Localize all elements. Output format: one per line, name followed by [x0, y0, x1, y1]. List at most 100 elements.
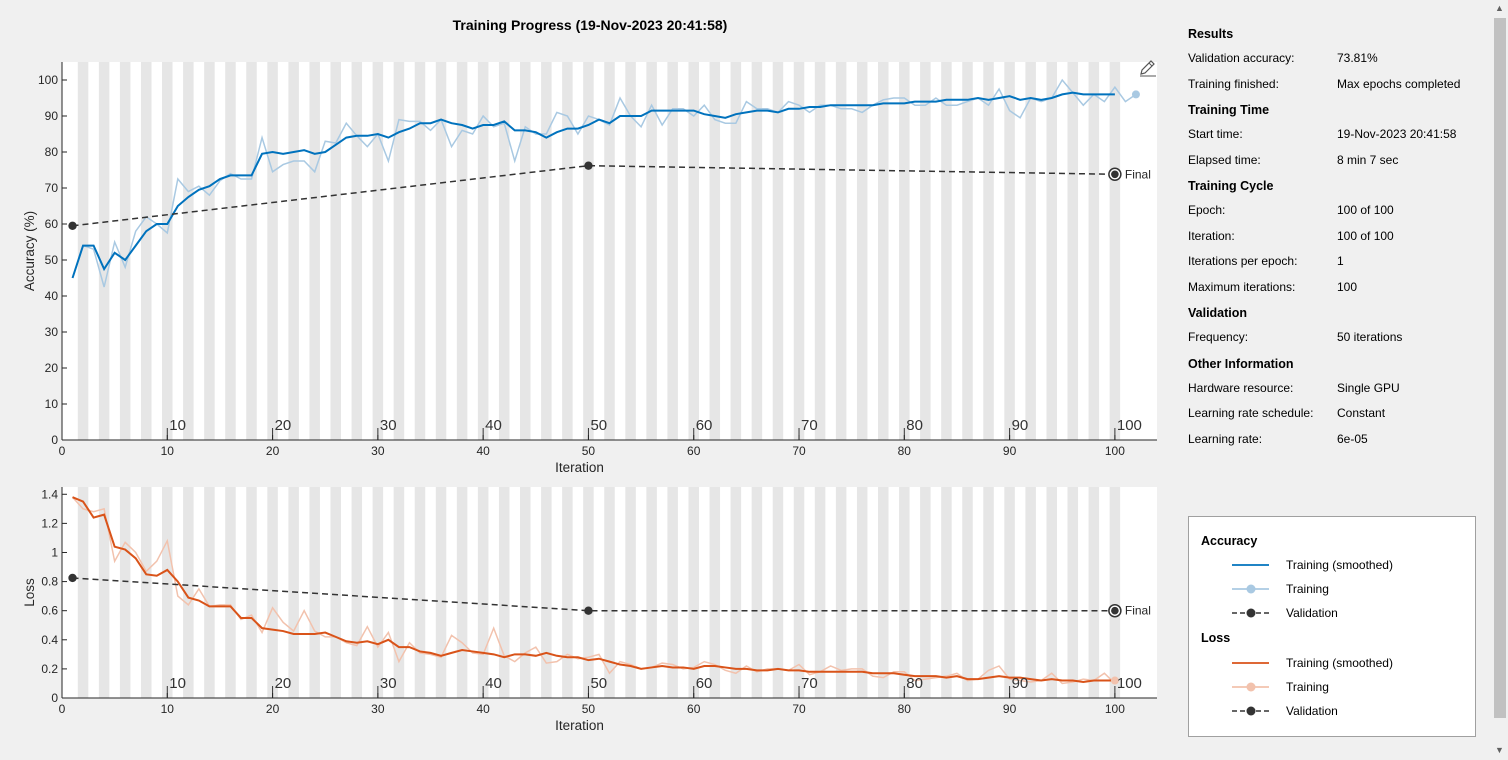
accuracy-epoch-band	[562, 62, 573, 440]
accuracy-x-tick-label: 30	[371, 444, 385, 458]
accuracy-final-label: Final	[1125, 167, 1151, 181]
info-row-value: 73.81%	[1337, 51, 1378, 65]
info-section-heading: Validation	[1188, 306, 1248, 320]
accuracy-epoch-band	[162, 62, 173, 440]
info-row-label: Iteration:	[1188, 228, 1235, 243]
loss-x-tick-label: 50	[582, 702, 596, 716]
loss-epoch-band	[498, 487, 510, 698]
accuracy-epoch-label: 90	[1012, 417, 1029, 434]
accuracy-epoch-band	[835, 62, 847, 440]
loss-epoch-band	[941, 487, 952, 698]
loss-x-tick-label: 60	[687, 702, 701, 716]
accuracy-epoch-band	[751, 62, 763, 440]
edit-pencil-icon[interactable]	[1138, 58, 1158, 78]
loss-y-tick-label: 0.8	[41, 575, 58, 589]
accuracy-x-tick-label: 100	[1105, 444, 1125, 458]
accuracy-epoch-band	[941, 62, 952, 440]
accuracy-epoch-band	[583, 62, 594, 440]
loss-epoch-band	[920, 487, 931, 698]
info-row-value: 19-Nov-2023 20:41:58	[1337, 127, 1457, 141]
accuracy-validation-final-point	[1111, 170, 1119, 179]
info-row: Hardware resource: Single GPU	[1188, 381, 1488, 407]
loss-epoch-band	[856, 487, 868, 698]
info-section-heading: Results	[1188, 27, 1234, 41]
loss-chart	[61, 487, 1157, 699]
loss-epoch-band	[604, 487, 615, 698]
loss-epoch-band	[309, 487, 320, 698]
accuracy-epoch-band	[1109, 62, 1121, 440]
accuracy-y-tick-label: 70	[45, 181, 59, 195]
accuracy-epoch-band	[140, 62, 152, 440]
scrollbar-thumb[interactable]	[1494, 18, 1506, 718]
accuracy-x-tick-label: 90	[1003, 444, 1017, 458]
scroll-down-arrow-icon[interactable]: ▼	[1495, 745, 1504, 755]
loss-epoch-label: 80	[906, 675, 923, 692]
accuracy-y-tick-label: 30	[45, 325, 59, 339]
accuracy-epoch-band	[920, 62, 931, 440]
vertical-scrollbar[interactable]: ▲ ▼	[1492, 0, 1508, 760]
loss-x-axis-label: Iteration	[555, 718, 604, 733]
info-row: Iteration: 100 of 100	[1188, 229, 1488, 255]
info-row-value: 8 min 7 sec	[1337, 152, 1399, 167]
loss-x-tick-label: 0	[59, 702, 66, 716]
plot-title: Training Progress (19-Nov-2023 20:41:58)	[452, 17, 728, 33]
legend-glyphs	[1232, 564, 1269, 716]
legend-acc-training: Training	[1286, 582, 1329, 596]
loss-epoch-band	[330, 487, 342, 698]
accuracy-epoch-label: 70	[801, 417, 818, 434]
legend-loss-smoothed: Training (smoothed)	[1286, 656, 1393, 670]
legend-acc-val-marker	[1246, 608, 1256, 618]
accuracy-epoch-band	[393, 62, 405, 440]
accuracy-epoch-band	[520, 62, 531, 440]
loss-epoch-band	[351, 487, 363, 698]
info-row-label: Hardware resource:	[1188, 380, 1294, 395]
legend-acc-validation: Validation	[1286, 606, 1338, 620]
loss-epoch-band	[119, 487, 131, 698]
accuracy-epoch-label: 60	[696, 417, 713, 434]
loss-epoch-band	[456, 487, 468, 698]
loss-epoch-band	[520, 487, 531, 698]
accuracy-epoch-band	[1025, 62, 1036, 440]
loss-epoch-band	[204, 487, 215, 698]
loss-y-tick-label: 0.2	[41, 662, 58, 676]
scroll-up-arrow-icon[interactable]: ▲	[1495, 3, 1504, 13]
loss-epoch-label: 100	[1117, 675, 1142, 692]
accuracy-epoch-band	[899, 62, 910, 440]
loss-validation-line	[72, 577, 1115, 612]
accuracy-x-tick-label: 70	[792, 444, 806, 458]
loss-epoch-band	[877, 487, 889, 698]
legend-loss-validation: Validation	[1286, 704, 1338, 718]
loss-final-label: Final	[1125, 604, 1151, 618]
info-section-heading: Training Cycle	[1188, 179, 1274, 193]
accuracy-epoch-band	[625, 62, 636, 440]
accuracy-validation-point	[68, 221, 77, 230]
loss-epoch-band	[1088, 487, 1100, 698]
info-row-value: 1	[1337, 254, 1344, 268]
loss-epoch-band	[1109, 487, 1121, 698]
legend-loss-training: Training	[1286, 680, 1329, 694]
accuracy-y-tick-label: 10	[45, 397, 59, 411]
loss-y-tick-label: 1.2	[41, 516, 58, 530]
accuracy-epoch-band	[604, 62, 615, 440]
loss-x-tick-label: 40	[476, 702, 490, 716]
info-row-label: Iterations per epoch:	[1188, 254, 1298, 268]
accuracy-epoch-label: 40	[485, 417, 502, 434]
accuracy-epoch-band	[372, 62, 384, 440]
accuracy-epoch-label: 100	[1117, 417, 1142, 434]
accuracy-x-tick-label: 80	[898, 444, 912, 458]
info-row-value: Max epochs completed	[1337, 76, 1461, 91]
info-row-label: Epoch:	[1188, 203, 1226, 217]
accuracy-epoch-label: 50	[590, 417, 607, 434]
loss-epoch-band	[814, 487, 826, 698]
loss-y-axis-label: Loss	[22, 578, 37, 607]
loss-y-tick-label: 1	[51, 545, 58, 559]
accuracy-epoch-band	[98, 62, 110, 440]
loss-epoch-band	[477, 487, 489, 698]
info-row-value: 100	[1337, 279, 1358, 294]
loss-epoch-band	[962, 487, 973, 698]
accuracy-epoch-band	[351, 62, 363, 440]
info-row-value: 100 of 100	[1337, 203, 1394, 217]
info-row-label: Training finished:	[1188, 76, 1279, 91]
accuracy-epoch-band	[667, 62, 678, 440]
loss-epoch-band	[562, 487, 573, 698]
